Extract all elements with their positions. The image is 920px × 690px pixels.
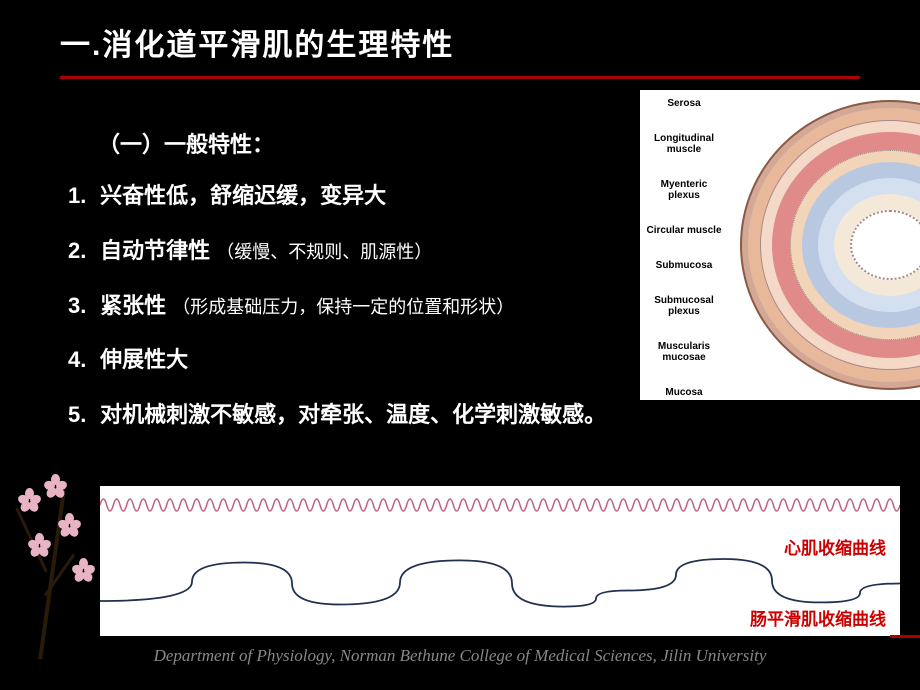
item-detail: （形成基础压力，保持一定的位置和形状） <box>172 297 514 317</box>
item-main: 对机械刺激不敏感，对牵张、温度、化学刺激敏感。 <box>100 402 606 427</box>
item-main: 伸展性大 <box>100 347 188 372</box>
item-num: 5. <box>68 400 94 431</box>
anatomy-label: Circular muscle <box>646 225 722 236</box>
anatomy-label: Submucosal plexus <box>646 295 722 317</box>
footer-accent-line <box>890 635 920 638</box>
anatomy-labels: Serosa Longitudinal muscle Myenteric ple… <box>646 98 722 400</box>
smooth-label: 肠平滑肌收缩曲线 <box>750 605 886 630</box>
title-area: 一.消化道平滑肌的生理特性 <box>0 0 920 87</box>
anatomy-rings <box>740 100 920 390</box>
title-underline <box>60 76 860 79</box>
list-item-5: 5. 对机械刺激不敏感，对牵张、温度、化学刺激敏感。 <box>68 400 880 431</box>
anatomy-label: Submucosa <box>646 260 722 271</box>
slide-title: 一.消化道平滑肌的生理特性 <box>60 20 860 64</box>
anatomy-label: Myenteric plexus <box>646 179 722 201</box>
item-num: 4. <box>68 345 94 376</box>
item-num: 1. <box>68 181 94 212</box>
cardiac-wave <box>100 490 900 520</box>
item-main: 自动节律性 <box>100 238 210 263</box>
waveform-chart: 心肌收缩曲线 肠平滑肌收缩曲线 <box>100 486 900 636</box>
item-detail: （缓慢、不规则、肌源性） <box>216 242 432 262</box>
item-num: 3. <box>68 291 94 322</box>
item-main: 兴奋性低，舒缩迟缓，变异大 <box>100 183 386 208</box>
anatomy-label: Serosa <box>646 98 722 109</box>
anatomy-diagram: Serosa Longitudinal muscle Myenteric ple… <box>640 90 920 400</box>
item-main: 紧张性 <box>100 293 166 318</box>
footer-text: Department of Physiology, Norman Bethune… <box>0 646 920 666</box>
flower-decoration <box>0 470 110 660</box>
item-num: 2. <box>68 236 94 267</box>
slide: 一.消化道平滑肌的生理特性 （一）一般特性： 1. 兴奋性低，舒缩迟缓，变异大 … <box>0 0 920 690</box>
anatomy-label: Mucosa <box>646 387 722 398</box>
anatomy-label: Longitudinal muscle <box>646 133 722 155</box>
anatomy-label: Muscularis mucosae <box>646 341 722 363</box>
